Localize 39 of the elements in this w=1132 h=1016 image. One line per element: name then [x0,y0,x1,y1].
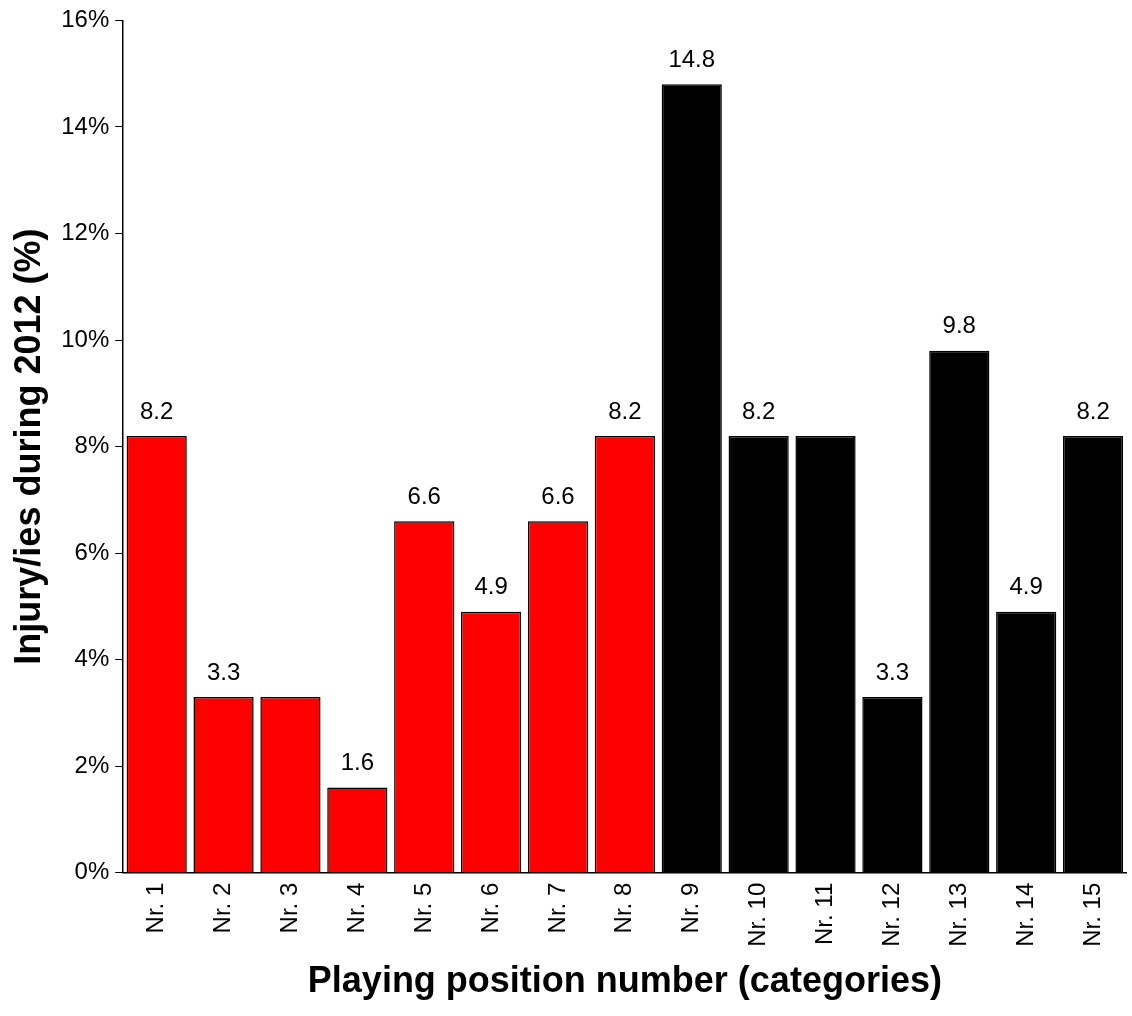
data-label: 9.8 [942,311,976,339]
data-label: 3.3 [206,657,241,685]
data-label: 4.9 [1009,572,1043,600]
x-tick-label: Nr. 3 [275,882,303,934]
x-tick-label: Nr. 2 [208,882,236,934]
y-axis-title: Injury/ies during 2012 (%) [6,228,48,665]
x-tick-label: Nr. 9 [676,882,704,934]
y-tick-label: 8% [74,431,110,459]
x-tick-label: Nr. 11 [810,882,838,946]
y-tick-label: 2% [74,750,110,778]
y-tick-label: 0% [74,857,110,885]
y-tick-label: 14% [61,111,110,139]
data-label: 1.6 [340,748,375,776]
data-label: 14.8 [668,44,716,72]
x-tick-label: Nr. 13 [943,882,971,947]
x-tick-label: Nr. 12 [877,882,905,947]
x-tick-label: Nr. 10 [743,882,771,947]
x-tick-label: Nr. 15 [1077,882,1105,947]
data-label: 4.9 [474,572,508,600]
y-tick-label: 16% [61,5,110,33]
x-tick-label: Nr. 7 [542,882,570,934]
data-label: 8.2 [608,396,642,424]
x-tick-label: Nr. 5 [408,882,436,934]
y-tick-label: 6% [74,537,110,565]
data-label: 8.2 [1076,396,1110,424]
x-tick-label: Nr. 4 [341,882,369,934]
y-tick-label: 10% [61,324,110,352]
data-label: 8.2 [139,396,174,424]
y-tick-label: 12% [61,218,110,246]
data-label: 6.6 [407,481,441,509]
data-label: 8.2 [741,396,776,424]
y-tick-label: 4% [74,644,110,672]
x-tick-label: Nr. 14 [1010,882,1038,947]
x-axis-title: Playing position number (categories) [307,959,942,1001]
data-label: 6.6 [541,481,575,509]
x-tick-label: Nr. 8 [609,882,637,934]
x-tick-label: Nr. 1 [141,882,169,934]
x-tick-label: Nr. 6 [475,882,503,934]
data-label: 3.3 [875,657,910,685]
